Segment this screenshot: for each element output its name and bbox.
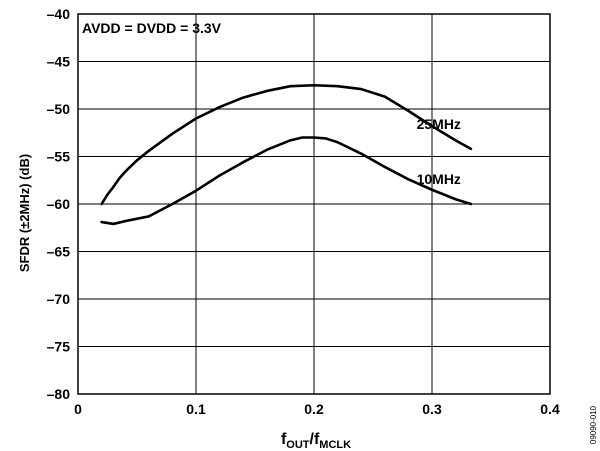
grid-lines: [78, 14, 550, 394]
y-tick-label: –75: [47, 339, 71, 355]
series-line-25mhz: [100, 83, 473, 206]
series-label-10mhz: 10MHz: [417, 171, 461, 187]
y-tick-label: –45: [47, 54, 71, 70]
y-tick-label: –70: [47, 291, 71, 307]
x-tick-label: 0.1: [186, 401, 206, 417]
y-tick-label: –50: [47, 101, 71, 117]
plot-frame: [77, 13, 551, 395]
x-tick-label: 0.2: [304, 401, 324, 417]
x-tick-label: 0: [74, 401, 82, 417]
y-tick-label: –55: [47, 149, 71, 165]
x-axis-label-main: f: [281, 431, 287, 448]
series-lines: 25MHz 10MHz: [100, 83, 473, 226]
supply-annotation: AVDD = DVDD = 3.3V: [82, 20, 222, 36]
y-axis-label: SFDR (±2MHz) (dB): [17, 154, 32, 272]
figure-code: 09090-010: [589, 405, 598, 444]
y-tick-label: –80: [47, 386, 71, 402]
y-tick-labels: –40 –45 –50 –55 –60 –65 –70 –75 –80: [47, 6, 71, 402]
x-axis-label: fOUT/fMCLK: [281, 431, 351, 451]
x-axis-label-separator: /f: [310, 431, 320, 448]
y-tick-label: –60: [47, 196, 71, 212]
x-tick-label: 0.3: [422, 401, 442, 417]
y-tick-label: –65: [47, 244, 71, 260]
series-line-10mhz: [100, 136, 473, 226]
x-axis-label-sub-out: OUT: [286, 439, 310, 451]
x-axis-label-sub-mclk: MCLK: [319, 439, 351, 451]
series-label-25mhz: 25MHz: [417, 116, 461, 132]
y-tick-label: –40: [47, 6, 71, 22]
x-tick-label: 0.4: [540, 401, 560, 417]
x-tick-labels: 0 0.1 0.2 0.3 0.4: [74, 401, 560, 417]
